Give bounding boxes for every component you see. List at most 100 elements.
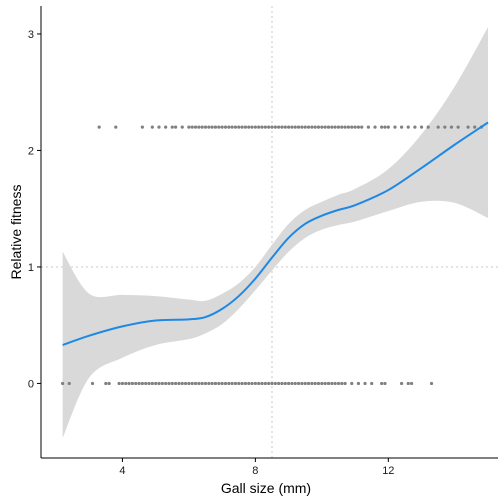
data-point [350,125,354,129]
data-point [313,381,317,386]
data-point [223,125,228,129]
data-point [193,125,198,129]
data-point [253,125,257,129]
data-point [187,381,191,386]
data-point [237,381,241,386]
data-point [134,381,138,386]
data-point [333,125,337,129]
data-point [213,125,218,129]
data-point [164,381,168,386]
data-point [127,381,131,386]
data-point [313,125,317,129]
data-point [137,381,141,386]
data-point [353,125,357,129]
data-point [104,381,108,386]
data-point [183,381,188,386]
data-point [280,381,284,386]
data-point [120,381,125,386]
data-point [200,125,204,129]
data-point [257,125,261,129]
data-point [253,381,257,386]
data-point [426,125,430,129]
data-point [124,381,128,386]
x-tick-label: 8 [252,465,258,477]
data-point [370,381,374,386]
data-point [316,125,321,129]
data-point [306,125,311,129]
data-point [140,125,144,129]
y-tick-label: 2 [28,145,34,157]
data-point [67,381,71,386]
data-point [323,381,327,386]
data-point [306,381,311,386]
data-point [383,381,387,386]
data-point [277,125,281,129]
data-point [346,125,351,129]
confidence-ribbon [62,26,489,439]
data-point [363,381,367,386]
data-point [356,125,361,129]
data-point [220,381,224,386]
data-point [263,381,267,386]
data-point [144,381,148,386]
data-point [167,381,171,386]
data-point [210,125,214,129]
data-point [300,381,304,386]
data-point [406,125,410,129]
data-point [243,381,247,386]
data-point [333,381,337,386]
data-point [419,125,424,129]
data-point [406,381,410,386]
data-point [230,381,234,386]
data-point [243,125,247,129]
data-point [203,125,208,129]
data-point [240,125,244,129]
data-point [400,125,404,129]
data-point [150,125,154,129]
data-point [180,381,184,386]
data-point [380,381,384,386]
data-point [227,381,231,386]
data-point [237,125,241,129]
data-point [413,125,417,129]
data-point [207,381,211,386]
data-point [350,381,354,386]
data-point [270,381,274,386]
data-point [393,125,397,129]
reference-lines [41,6,498,458]
data-point [157,381,161,386]
data-point [164,125,168,129]
data-point [283,125,287,129]
data-point [267,381,271,386]
data-point [233,381,238,386]
data-point [466,125,470,129]
data-point [260,125,264,129]
data-point [303,381,307,386]
data-point [157,125,161,129]
data-point [233,125,238,129]
data-point [130,381,134,386]
data-point [386,125,390,129]
data-point [336,125,341,129]
data-point [310,381,314,386]
x-tick-label: 4 [119,465,125,477]
data-point [90,381,95,386]
data-point [429,381,434,386]
data-point [147,381,151,386]
data-point [283,381,287,386]
data-point [190,125,194,129]
data-point [320,381,324,386]
data-point [207,125,211,129]
data-point [117,381,121,386]
data-point [213,381,218,386]
data-point [263,125,267,129]
data-point [443,125,447,129]
data-point [449,125,454,129]
data-point [316,381,321,386]
data-point [326,125,331,129]
data-point [323,125,327,129]
data-point [174,381,178,386]
data-point [61,381,65,386]
data-point [260,381,264,386]
data-point [267,125,271,129]
